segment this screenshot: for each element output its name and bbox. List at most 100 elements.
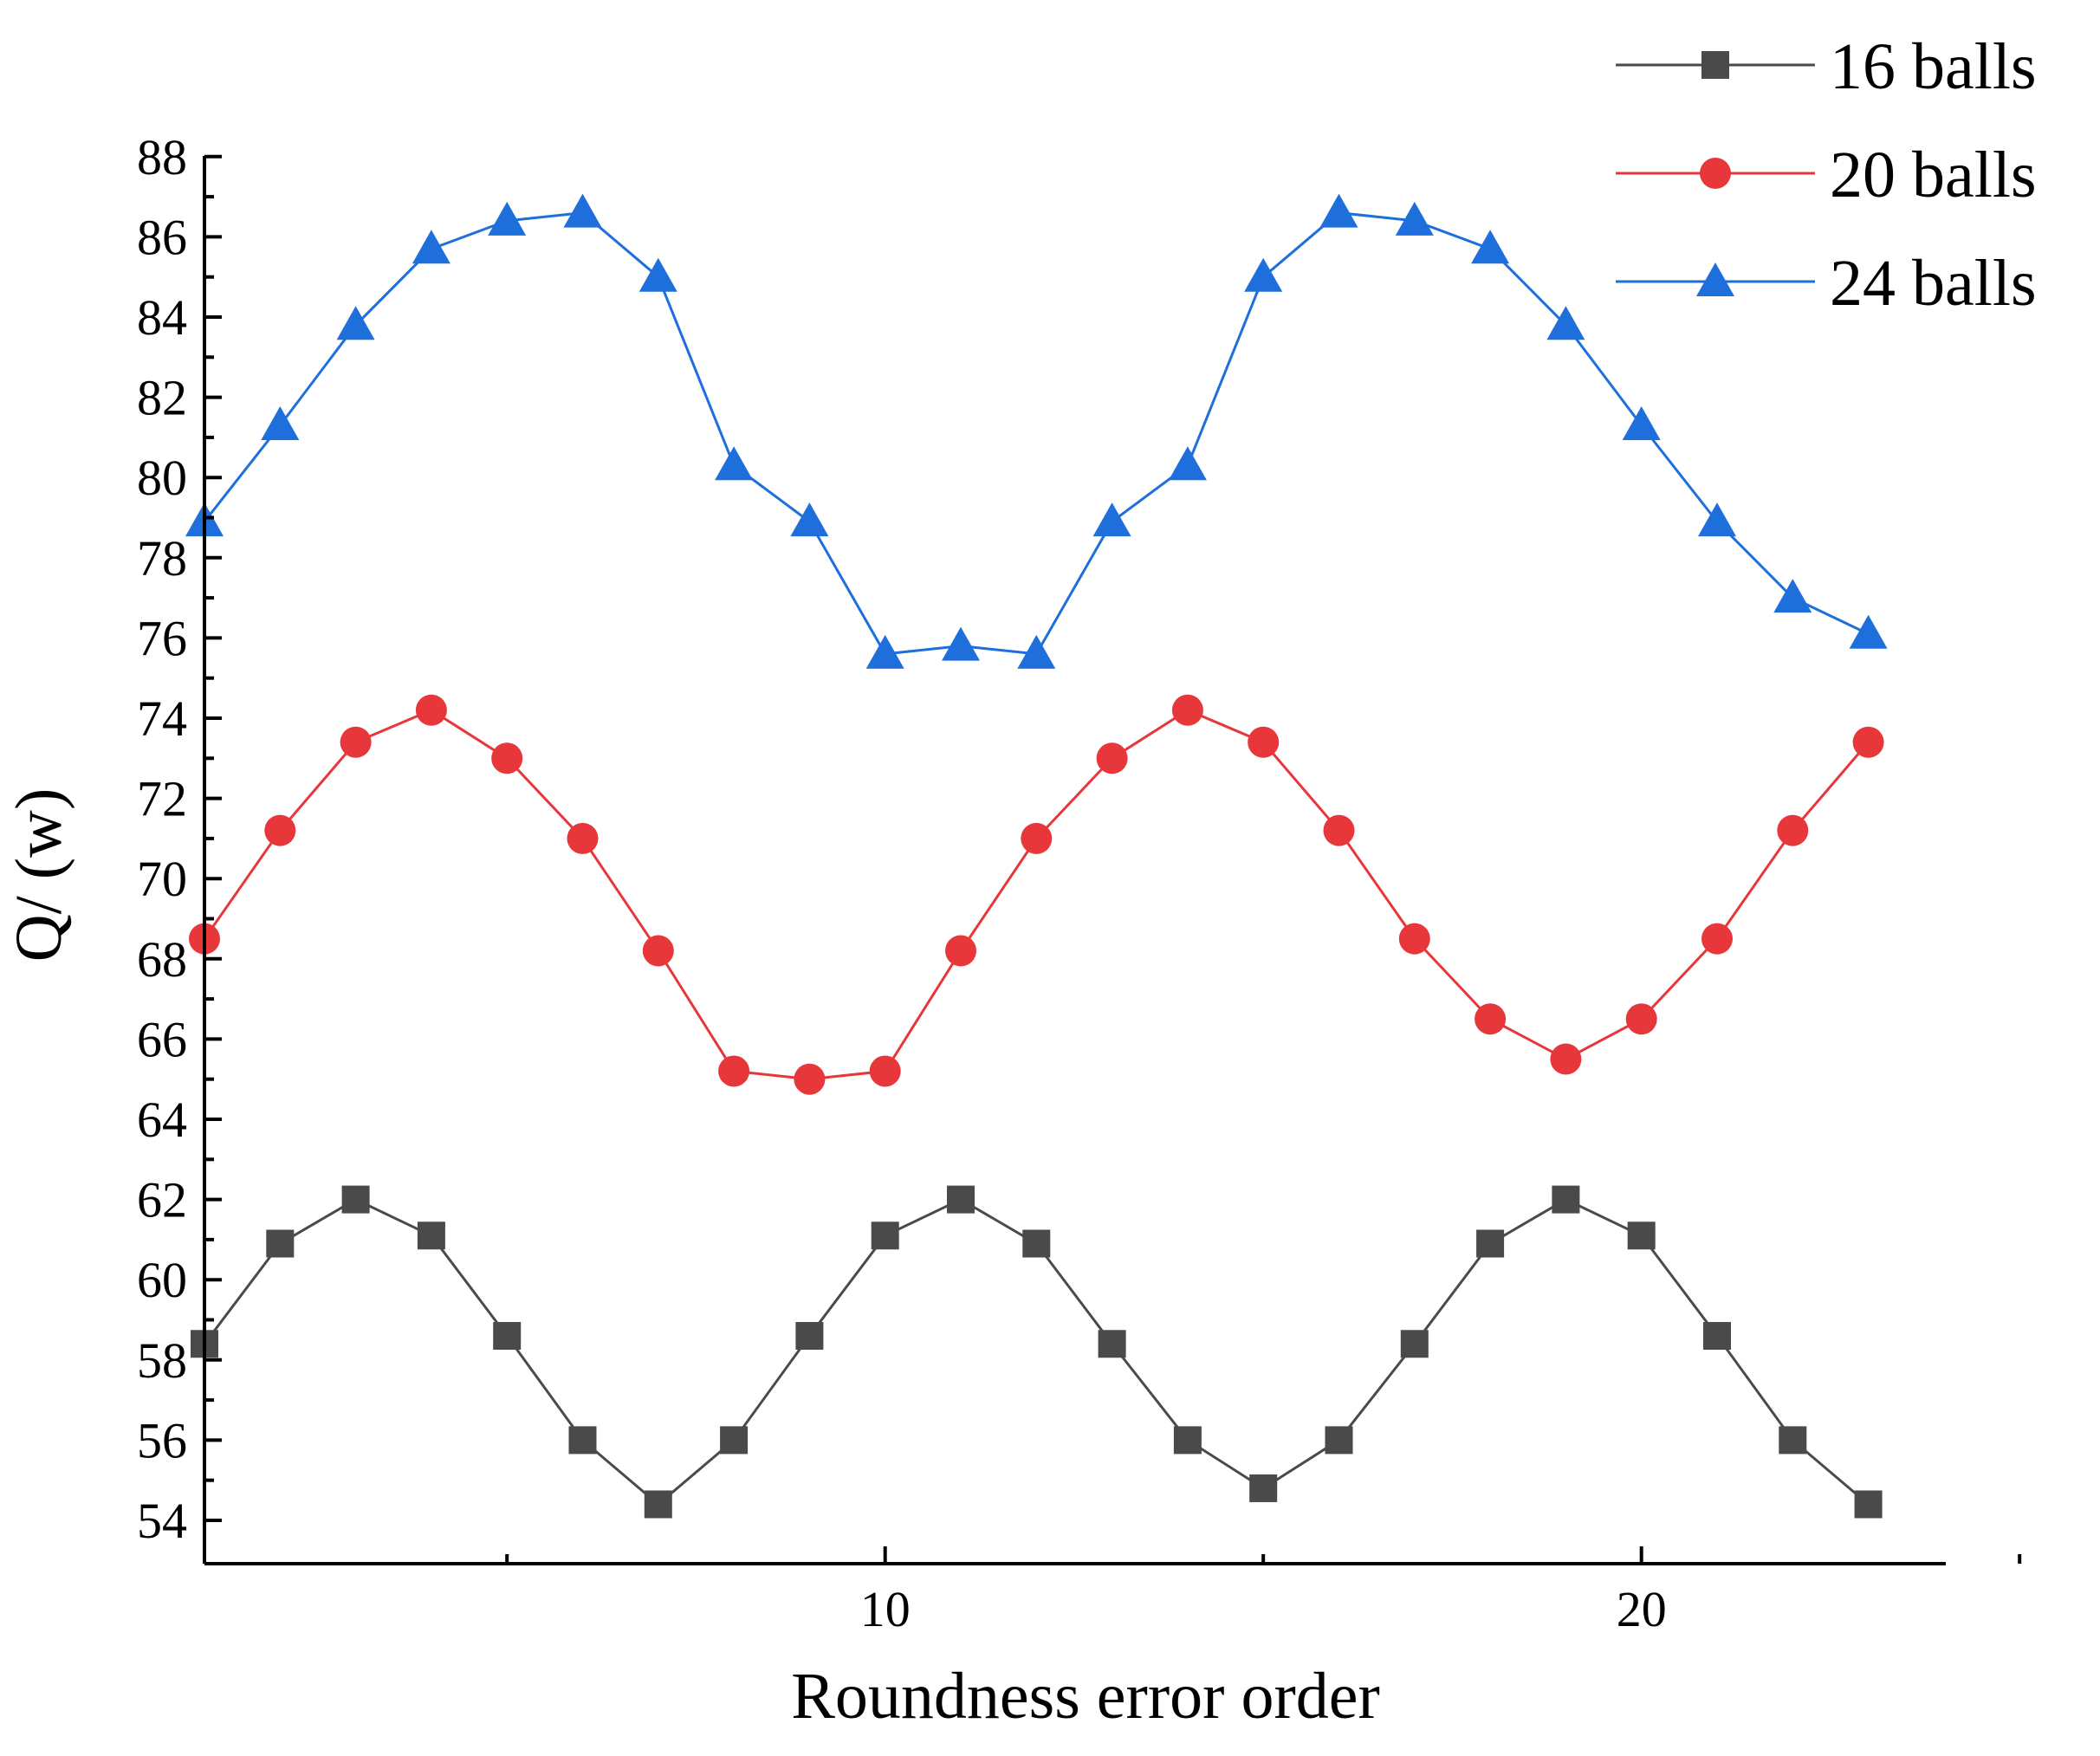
data-point: [1017, 634, 1056, 669]
y-tick-label: 56: [137, 1412, 187, 1468]
series-line: [203, 709, 1870, 1081]
data-point: [1171, 694, 1203, 726]
data-point: [1021, 822, 1053, 854]
data-point: [794, 1063, 826, 1095]
data-point: [795, 1322, 824, 1351]
data-point: [1319, 193, 1358, 228]
y-tick-label: 54: [137, 1493, 187, 1549]
data-point: [261, 406, 300, 441]
legend-marker: [1701, 51, 1729, 79]
x-tick-label: 10: [860, 1581, 911, 1637]
data-point: [264, 814, 296, 846]
y-tick-label: 60: [137, 1252, 187, 1308]
y-tick-label: 70: [137, 851, 187, 907]
series-circle: [189, 694, 1884, 1095]
data-point: [1471, 230, 1510, 264]
data-point: [718, 1055, 750, 1087]
data-point: [865, 634, 904, 669]
data-point: [415, 694, 447, 726]
series-line: [203, 211, 1870, 656]
data-point: [1096, 742, 1128, 774]
data-point: [1777, 814, 1809, 846]
y-tick-label: 68: [137, 931, 187, 988]
data-point: [1779, 1426, 1807, 1455]
data-point: [1701, 923, 1733, 955]
legend-marker: [1700, 158, 1731, 189]
data-point: [488, 201, 527, 236]
y-tick-label: 82: [137, 370, 187, 426]
y-tick-label: 76: [137, 610, 187, 666]
data-point: [266, 1229, 295, 1258]
x-axis-title: Roundness error order: [791, 1660, 1380, 1733]
data-point: [720, 1426, 749, 1455]
data-point: [336, 306, 375, 340]
y-tick-label: 58: [137, 1332, 187, 1389]
ticks: 54 56 58 60 62 64 66 68 70 72 74 76 78 80 82 84 86 88 10 20: [137, 129, 2022, 1637]
data-point: [1849, 614, 1888, 649]
data-point: [1173, 1426, 1202, 1455]
data-point: [644, 1490, 672, 1519]
legend: 16 balls 20 balls 24 balls: [1616, 30, 2037, 320]
series-triangle: [185, 193, 1888, 669]
legend-label: 16 balls: [1830, 30, 2037, 103]
data-point: [567, 822, 599, 854]
data-point: [493, 1322, 522, 1351]
y-tick-label: 74: [137, 690, 187, 747]
y-tick-label: 62: [137, 1172, 187, 1228]
data-point: [1552, 1185, 1580, 1214]
data-point: [1098, 1330, 1126, 1358]
y-tick-label: 80: [137, 450, 187, 506]
data-point: [1627, 1221, 1656, 1250]
data-point: [1022, 1229, 1051, 1258]
data-point: [642, 935, 674, 967]
data-point: [790, 502, 829, 537]
legend-label: 24 balls: [1830, 247, 2037, 320]
y-tick-label: 72: [137, 771, 187, 827]
data-point: [1395, 201, 1434, 236]
data-point: [1323, 814, 1355, 846]
data-point: [869, 1055, 901, 1087]
axes: [203, 156, 1946, 1565]
data-point: [1249, 1474, 1278, 1502]
data-point: [1168, 446, 1207, 481]
data-point: [945, 935, 976, 967]
data-point: [412, 230, 450, 264]
data-point: [568, 1426, 597, 1455]
data-point: [1852, 726, 1884, 758]
data-point: [563, 193, 602, 228]
x-tick-label: 20: [1617, 1581, 1667, 1637]
y-tick-label: 78: [137, 530, 187, 586]
data-point: [947, 1185, 975, 1214]
data-point: [491, 742, 523, 774]
legend-marker: [1696, 262, 1734, 296]
data-point: [871, 1221, 899, 1250]
y-tick-label: 64: [137, 1092, 187, 1148]
data-point: [340, 726, 372, 758]
data-point: [1550, 1043, 1582, 1075]
data-point: [1398, 923, 1430, 955]
data-point: [1854, 1490, 1883, 1519]
data-point: [1244, 257, 1283, 292]
data-point: [1476, 1229, 1505, 1258]
data-point: [341, 1185, 370, 1214]
data-point: [942, 626, 980, 661]
data-point: [1625, 1003, 1657, 1035]
data-point: [417, 1221, 445, 1250]
data-point: [715, 446, 754, 481]
data-point: [1325, 1426, 1353, 1455]
data-point: [1546, 306, 1585, 340]
data-point: [1622, 406, 1661, 441]
data-point: [1703, 1322, 1731, 1351]
data-point: [638, 257, 677, 292]
y-tick-label: 66: [137, 1011, 187, 1067]
series-square: [191, 1185, 1883, 1519]
y-tick-label: 86: [137, 209, 187, 265]
y-axis-title: Q/ (w): [3, 788, 75, 962]
data-point: [1248, 726, 1280, 758]
data-point: [1773, 579, 1812, 613]
data-point: [1698, 502, 1736, 537]
y-tick-label: 84: [137, 289, 187, 346]
data-point: [1400, 1330, 1429, 1358]
y-tick-label: 88: [137, 129, 187, 185]
